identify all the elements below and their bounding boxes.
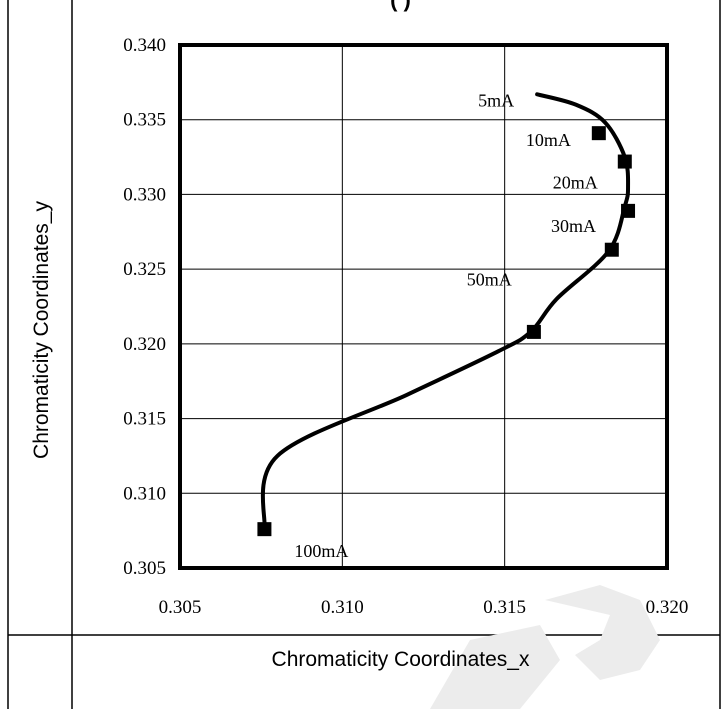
y-tick-label: 0.340	[123, 35, 166, 56]
data-marker	[621, 204, 635, 218]
plot-border	[180, 45, 667, 568]
plot-area: 0.305 0.310 0.315 0.320 0.325 0.330 0.335 0.340…	[123, 35, 688, 618]
x-tick-label: 0.315	[483, 597, 526, 618]
point-label: 20mA	[553, 173, 598, 193]
data-marker	[527, 325, 541, 339]
y-tick-label: 0.305	[123, 558, 166, 579]
point-label: 100mA	[294, 541, 348, 561]
watermark	[430, 585, 660, 709]
series-line	[263, 94, 628, 529]
y-tick-label: 0.330	[123, 184, 166, 205]
y-tick-label: 0.310	[123, 483, 166, 504]
data-marker	[257, 522, 271, 536]
data-marker	[592, 126, 606, 140]
data-marker	[605, 243, 619, 257]
point-label: 5mA	[478, 90, 514, 110]
y-tick-label: 0.335	[123, 110, 166, 131]
data-marker	[618, 155, 632, 169]
point-label: 10mA	[526, 130, 571, 150]
y-axis-label: Chromaticity Coordinates_y	[30, 201, 54, 459]
y-tick-label: 0.315	[123, 409, 166, 430]
x-axis-label: Chromaticity Coordinates_x	[74, 648, 727, 672]
y-axis-label-container: Chromaticity Coordinates_y	[22, 120, 62, 540]
x-tick-label: 0.310	[321, 597, 364, 618]
x-tick-label: 0.305	[159, 597, 202, 618]
point-label: 30mA	[551, 216, 596, 236]
x-tick-label: 0.320	[646, 597, 689, 618]
y-tick-label: 0.320	[123, 334, 166, 355]
point-label: 50mA	[467, 270, 512, 290]
y-tick-label: 0.325	[123, 259, 166, 280]
figure-title-fragment: ( )	[74, 0, 727, 13]
